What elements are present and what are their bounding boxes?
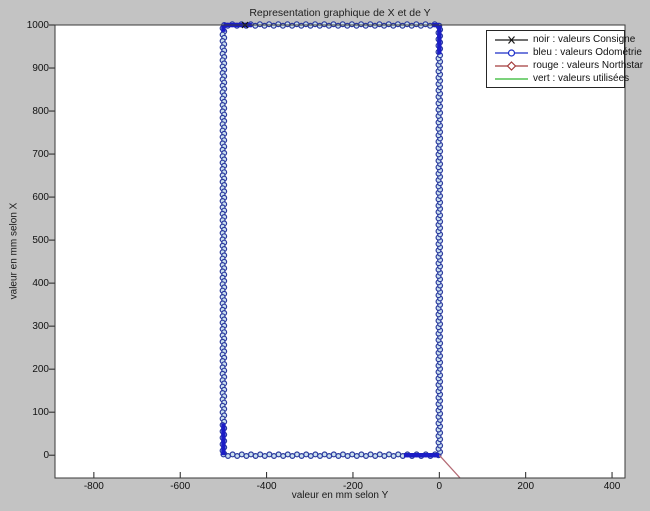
legend-green-line-icon (495, 77, 528, 80)
axis-ticks (49, 24, 613, 478)
legend-blue-circle-line-icon (495, 48, 528, 57)
legend-item-label: bleu : valeurs Odométrie (533, 47, 642, 58)
y-axis-label: valeur en mm selon X (8, 202, 20, 300)
legend-item-odometrie: bleu : valeurs Odométrie (487, 46, 642, 59)
legend-item-utilisees: vert : valeurs utilisées (487, 72, 629, 85)
legend-item-consigne: noir : valeurs Consigne (487, 33, 635, 46)
x-axis-label: valeur en mm selon Y (291, 490, 389, 501)
legend: noir : valeurs Consigne bleu : valeurs O… (486, 30, 643, 88)
legend-item-label: rouge : valeurs Northstar (533, 60, 644, 71)
legend-black-x-line-icon (495, 35, 528, 44)
legend-red-diamond-line-icon (495, 60, 528, 71)
series-northstar (438, 454, 461, 479)
legend-item-label: vert : valeurs utilisées (533, 73, 630, 84)
legend-item-label: noir : valeurs Consigne (533, 34, 636, 45)
plot-area (55, 25, 625, 478)
axis-box (54, 24, 626, 479)
legend-item-northstar: rouge : valeurs Northstar (487, 59, 643, 72)
chart-title: Representation graphique de X et de Y (249, 7, 431, 19)
